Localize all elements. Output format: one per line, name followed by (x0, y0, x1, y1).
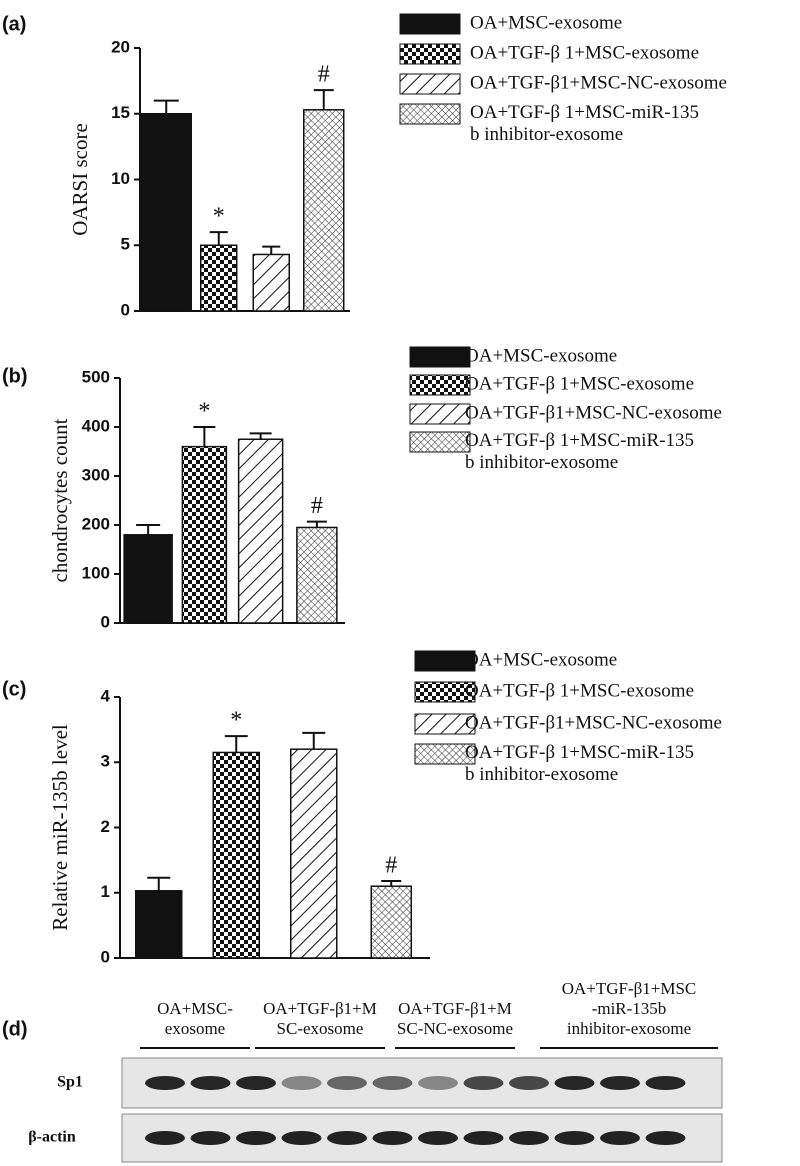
blot-group-label: OA+TGF-β1+M SC-exosome (263, 999, 377, 1038)
annotation: * (230, 708, 242, 734)
bar (212, 751, 260, 959)
bar (296, 526, 338, 624)
blot-band (418, 1131, 458, 1145)
blot-band (190, 1076, 231, 1090)
legend-swatch (414, 713, 476, 735)
legend-swatch (409, 374, 471, 396)
blot-band (509, 1076, 549, 1090)
blot-band (463, 1131, 504, 1145)
annotation: * (213, 204, 225, 230)
blot-band (372, 1131, 413, 1145)
y-tick-label: 200 (82, 514, 110, 533)
blot-band (327, 1076, 367, 1090)
annotation: # (311, 493, 323, 519)
legend-swatch (399, 103, 461, 125)
legend-swatch (414, 650, 476, 672)
y-axis-label: OARSI score (68, 123, 92, 236)
legend-swatch (414, 743, 476, 765)
annotation: # (318, 62, 330, 88)
panel-label: (d) (2, 1018, 28, 1040)
blot-group-label: OA+TGF-β1+M SC-NC-exosome (397, 999, 513, 1038)
legend-label: OA+TGF-β 1+MSC-miR-135 b inhibitor-exosom… (470, 102, 699, 145)
y-tick-label: 2 (101, 817, 110, 836)
bar (290, 748, 338, 959)
blot-row-label: β-actin (28, 1129, 76, 1146)
legend-swatch (409, 403, 471, 425)
blot-band (327, 1131, 367, 1145)
blot-band (645, 1131, 686, 1145)
y-tick-label: 0 (101, 947, 110, 966)
y-tick-label: 1 (101, 882, 110, 901)
y-tick-label: 0 (101, 612, 110, 631)
legend-swatch (409, 346, 471, 368)
legend-label: OA+MSC-exosome (465, 649, 617, 670)
blot-band (600, 1131, 640, 1145)
blot-band (236, 1076, 276, 1090)
annotation: # (385, 853, 397, 879)
legend-swatch (399, 73, 461, 95)
blot-band (554, 1131, 595, 1145)
blot-band (190, 1131, 231, 1145)
y-tick-label: 4 (101, 686, 111, 705)
legend-label: OA+TGF-β 1+MSC-exosome (465, 373, 694, 394)
legend-label: OA+TGF-β1+MSC-NC-exosome (465, 402, 722, 423)
blot-group-label: OA+MSC-exosome (157, 999, 233, 1038)
blot-band (418, 1076, 458, 1090)
blot-band (645, 1076, 686, 1090)
y-tick-label: 3 (101, 752, 110, 771)
blot-row-label: Sp1 (57, 1074, 83, 1091)
legend-label: OA+TGF-β1+MSC-NC-exosome (465, 712, 722, 733)
blot-band (463, 1076, 504, 1090)
legend-label: OA+MSC-exosome (465, 345, 617, 366)
y-tick-label: 400 (82, 416, 110, 435)
y-tick-label: 0 (121, 300, 130, 319)
bar (140, 113, 192, 312)
y-tick-label: 15 (111, 103, 130, 122)
blot-band (281, 1076, 322, 1090)
y-tick-label: 20 (111, 37, 130, 56)
y-tick-label: 300 (82, 465, 110, 484)
legend-label: OA+TGF-β 1+MSC-miR-135 b inhibitor-exosom… (465, 742, 694, 785)
legend-label: OA+TGF-β 1+MSC-exosome (470, 42, 699, 63)
y-tick-label: 500 (82, 367, 110, 386)
legend-swatch (399, 13, 461, 35)
bar (237, 438, 284, 624)
y-tick-label: 10 (111, 169, 130, 188)
legend-label: OA+MSC-exosome (470, 12, 622, 33)
legend-swatch (414, 681, 476, 703)
blot-band (600, 1076, 640, 1090)
blot-band (509, 1131, 549, 1145)
blot-band (145, 1131, 185, 1145)
bar (370, 885, 412, 959)
legend-swatch (409, 431, 471, 453)
y-tick-label: 5 (121, 235, 130, 254)
bar (303, 109, 345, 312)
panel-label: (b) (2, 365, 28, 387)
bar (123, 534, 173, 624)
legend-label: OA+TGF-β 1+MSC-exosome (465, 680, 694, 701)
blot-band (281, 1131, 322, 1145)
bar (252, 253, 290, 312)
legend-swatch (399, 43, 461, 65)
legend-label: OA+TGF-β 1+MSC-miR-135 b inhibitor-exosom… (465, 430, 694, 473)
bar (200, 244, 238, 312)
bar (135, 890, 183, 959)
y-axis-label: chondrocytes count (48, 418, 72, 582)
bar (181, 445, 228, 624)
panel-label: (c) (2, 678, 26, 700)
blot-band (554, 1076, 595, 1090)
blot-band (236, 1131, 276, 1145)
blot-band (372, 1076, 413, 1090)
legend-label: OA+TGF-β1+MSC-NC-exosome (470, 72, 727, 93)
y-axis-label: Relative miR-135b level (48, 724, 72, 931)
annotation: * (198, 399, 210, 425)
blot-band (145, 1076, 185, 1090)
blot-group-label: OA+TGF-β1+MSC -miR-135b inhibitor-exosome (562, 979, 697, 1038)
y-tick-label: 100 (82, 563, 110, 582)
panel-label: (a) (2, 13, 26, 35)
